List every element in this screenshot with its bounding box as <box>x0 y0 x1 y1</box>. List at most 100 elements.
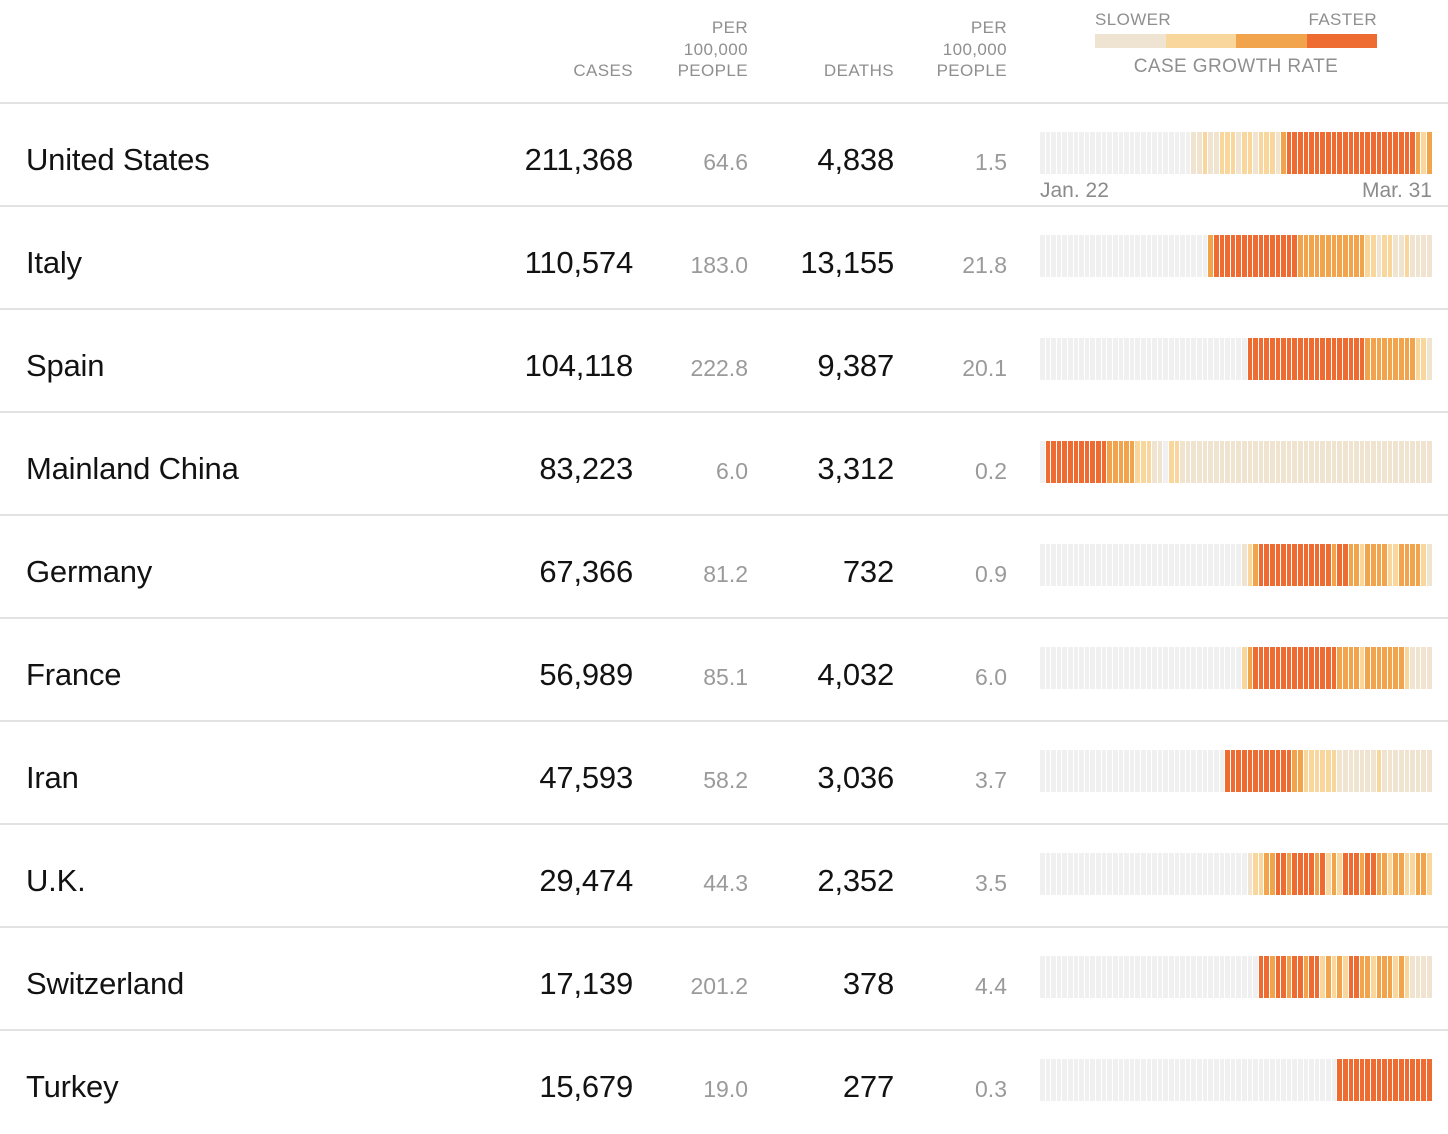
growth-day-cell <box>1399 647 1404 689</box>
growth-day-cell <box>1073 1059 1079 1101</box>
growth-day-cell <box>1090 441 1096 483</box>
growth-day-cell <box>1320 750 1326 792</box>
growth-day-cell <box>1421 750 1427 792</box>
growth-day-cell <box>1191 647 1197 689</box>
growth-day-cell <box>1140 441 1146 483</box>
growth-day-cell <box>1309 647 1314 689</box>
table-row: Iran 47,593 58.2 3,036 3.7 Jan. 22 Mar. … <box>0 720 1448 823</box>
growth-day-cell <box>1169 750 1174 792</box>
growth-day-cell <box>1404 132 1410 174</box>
growth-day-cell <box>1370 544 1376 586</box>
growth-day-cell <box>1337 956 1342 998</box>
growth-day-cell <box>1045 235 1051 277</box>
growth-day-cell <box>1314 956 1320 998</box>
case-growth-strip: Jan. 22 Mar. 31 <box>1040 413 1432 483</box>
growth-day-cell <box>1152 132 1157 174</box>
growth-day-cell <box>1230 1059 1236 1101</box>
growth-day-cell <box>1393 441 1398 483</box>
growth-day-cell <box>1286 750 1292 792</box>
growth-day-cell <box>1107 544 1112 586</box>
growth-day-cell <box>1331 544 1337 586</box>
growth-day-cell <box>1286 853 1292 895</box>
growth-day-cell <box>1415 956 1421 998</box>
legend-scale-segment <box>1165 34 1236 48</box>
growth-day-cell <box>1393 338 1398 380</box>
growth-day-cell <box>1376 1059 1382 1101</box>
growth-day-cell <box>1157 853 1163 895</box>
growth-day-cell <box>1185 338 1191 380</box>
growth-day-cell <box>1359 1059 1365 1101</box>
growth-day-cell <box>1073 853 1079 895</box>
growth-day-cell <box>1197 956 1202 998</box>
growth-day-cell <box>1236 132 1241 174</box>
growth-day-cell <box>1180 750 1185 792</box>
deaths-per-100k-column-header: PER 100,000 PEOPLE <box>936 17 1007 81</box>
growth-day-cell <box>1365 750 1370 792</box>
growth-day-cell <box>1247 1059 1253 1101</box>
growth-day-cell <box>1247 132 1253 174</box>
growth-day-cell <box>1056 441 1062 483</box>
growth-day-cell <box>1135 750 1140 792</box>
table-row: Turkey 15,679 19.0 277 0.3 Jan. 22 Mar. … <box>0 1029 1448 1132</box>
growth-strip-cells <box>1040 956 1432 998</box>
growth-day-cell <box>1124 956 1129 998</box>
growth-day-cell <box>1376 956 1382 998</box>
growth-day-cell <box>1073 338 1079 380</box>
growth-day-cell <box>1415 750 1421 792</box>
cases-per-100k-value: 222.8 <box>690 355 748 381</box>
growth-day-cell <box>1365 132 1370 174</box>
growth-day-cell <box>1298 956 1303 998</box>
growth-day-cell <box>1079 441 1084 483</box>
cases-per-100k-value: 183.0 <box>690 252 748 278</box>
cases-per-100k-value: 58.2 <box>703 767 748 793</box>
growth-day-cell <box>1219 132 1225 174</box>
deaths-per-100k-value: 3.7 <box>975 767 1007 793</box>
growth-day-cell <box>1365 1059 1370 1101</box>
growth-day-cell <box>1320 441 1326 483</box>
growth-day-cell <box>1045 1059 1051 1101</box>
growth-day-cell <box>1225 1059 1230 1101</box>
growth-day-cell <box>1292 647 1298 689</box>
growth-day-cell <box>1241 441 1247 483</box>
growth-day-cell <box>1174 544 1180 586</box>
growth-day-cell <box>1062 338 1068 380</box>
growth-day-cell <box>1185 647 1191 689</box>
growth-day-cell <box>1163 544 1169 586</box>
growth-day-cell <box>1101 235 1107 277</box>
growth-day-cell <box>1230 956 1236 998</box>
growth-day-cell <box>1376 132 1382 174</box>
cases-per-100k-value: 85.1 <box>703 664 748 690</box>
growth-day-cell <box>1393 1059 1398 1101</box>
deaths-value: 4,032 <box>817 657 894 692</box>
growth-day-cell <box>1370 132 1376 174</box>
growth-day-cell <box>1124 544 1129 586</box>
growth-day-cell <box>1056 132 1062 174</box>
growth-day-cell <box>1399 956 1404 998</box>
growth-day-cell <box>1152 544 1157 586</box>
growth-day-cell <box>1040 647 1045 689</box>
growth-day-cell <box>1427 338 1432 380</box>
growth-day-cell <box>1253 853 1258 895</box>
table-header: CASES PER 100,000 PEOPLE DEATHS PER 100,… <box>0 0 1448 102</box>
growth-day-cell <box>1314 647 1320 689</box>
growth-day-cell <box>1365 647 1370 689</box>
growth-day-cell <box>1129 853 1135 895</box>
growth-day-cell <box>1208 1059 1213 1101</box>
growth-day-cell <box>1073 647 1079 689</box>
growth-day-cell <box>1163 1059 1169 1101</box>
growth-day-cell <box>1331 647 1337 689</box>
growth-day-cell <box>1331 853 1337 895</box>
growth-day-cell <box>1090 544 1096 586</box>
growth-day-cell <box>1062 235 1068 277</box>
country-column-header <box>0 82 406 102</box>
growth-day-cell <box>1331 132 1337 174</box>
growth-day-cell <box>1415 544 1421 586</box>
growth-day-cell <box>1152 750 1157 792</box>
growth-day-cell <box>1359 853 1365 895</box>
growth-day-cell <box>1399 132 1404 174</box>
growth-day-cell <box>1225 441 1230 483</box>
growth-day-cell <box>1079 338 1084 380</box>
cases-per-100k-value: 64.6 <box>703 149 748 175</box>
growth-day-cell <box>1331 956 1337 998</box>
growth-day-cell <box>1241 956 1247 998</box>
